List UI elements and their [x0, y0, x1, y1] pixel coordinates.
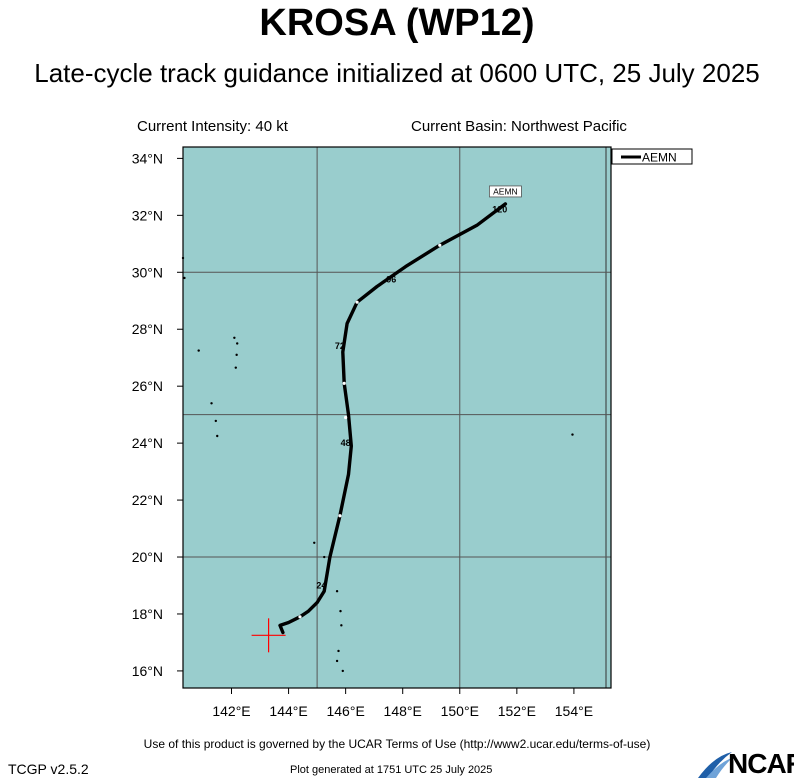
- forecast-point-marker: [438, 243, 442, 247]
- forecast-point-marker: [298, 615, 302, 619]
- island-dot: [313, 541, 316, 544]
- current-basin: Current Basin: Northwest Pacific: [411, 118, 627, 135]
- y-tick-label: 30°N: [132, 264, 163, 280]
- forecast-point-marker: [338, 514, 342, 518]
- legend-box: [611, 148, 693, 165]
- forecast-hour-label: 96: [386, 274, 396, 284]
- y-tick-label: 28°N: [132, 321, 163, 337]
- plot-area-ocean: [183, 147, 611, 688]
- track-end-label-box: [489, 185, 522, 198]
- island-dot: [571, 433, 574, 436]
- island-dot: [183, 276, 186, 280]
- chart-subtitle: Late-cycle track guidance initialized at…: [34, 58, 760, 88]
- forecast-point-marker: [342, 381, 346, 385]
- y-tick-label: 16°N: [132, 663, 163, 679]
- ncar-logo-text: NCAR: [728, 748, 794, 779]
- island-dot: [236, 342, 239, 345]
- version-label: TCGP v2.5.2: [8, 761, 89, 777]
- island-dot: [341, 669, 344, 673]
- island-dot: [337, 649, 340, 653]
- plot-generated-timestamp: Plot generated at 1751 UTC 25 July 2025: [290, 764, 493, 776]
- chart-title: KROSA (WP12): [259, 2, 535, 44]
- current-intensity: Current Intensity: 40 kt: [137, 118, 288, 135]
- legend-label-aemn: AEMN: [642, 151, 677, 165]
- terms-of-use-notice: Use of this product is governed by the U…: [143, 737, 651, 751]
- forecast-point-marker: [355, 300, 359, 304]
- y-tick-label: 20°N: [132, 549, 163, 565]
- island-dot: [214, 419, 218, 423]
- island-dot: [340, 624, 343, 627]
- island-dot: [197, 349, 200, 352]
- y-tick-label: 24°N: [132, 435, 163, 451]
- island-dot: [210, 402, 213, 405]
- island-dot: [335, 659, 339, 663]
- x-tick-label: 146°E: [326, 703, 364, 719]
- x-tick-label: 150°E: [441, 703, 479, 719]
- track-end-label: AEMN: [493, 186, 518, 196]
- x-tick-label: 144°E: [269, 703, 307, 719]
- y-tick-label: 32°N: [132, 207, 163, 223]
- plot-frame: [182, 146, 612, 689]
- island-dot: [235, 353, 238, 357]
- island-dot: [323, 555, 326, 559]
- x-tick-label: 154°E: [555, 703, 593, 719]
- forecast-hour-label: 120: [492, 204, 507, 214]
- island-dot: [234, 366, 237, 369]
- island-dot: [339, 609, 342, 613]
- island-dot: [216, 434, 219, 438]
- ncar-swoosh-icon: [698, 752, 732, 778]
- island-dot: [233, 336, 236, 339]
- x-tick-label: 148°E: [384, 703, 422, 719]
- x-tick-label: 142°E: [212, 703, 250, 719]
- y-tick-label: 26°N: [132, 378, 163, 394]
- y-tick-label: 18°N: [132, 606, 163, 622]
- x-tick-label: 152°E: [498, 703, 536, 719]
- y-tick-label: 22°N: [132, 492, 163, 508]
- forecast-hour-label: 24: [316, 580, 326, 590]
- island-dot: [335, 589, 339, 593]
- forecast-hour-label: 72: [335, 341, 345, 351]
- track-line-aemn: [278, 202, 508, 635]
- forecast-hour-label: 48: [341, 438, 351, 448]
- y-tick-label: 34°N: [132, 150, 163, 166]
- ncar-logo: NCAR: [698, 748, 794, 780]
- forecast-point-marker: [344, 415, 348, 420]
